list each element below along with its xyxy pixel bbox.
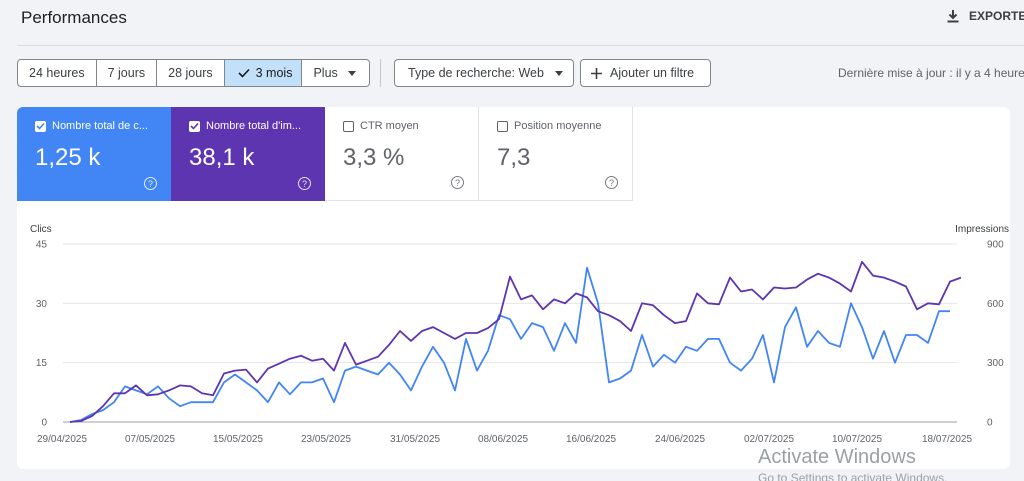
export-button[interactable]: EXPORTER [946,9,1024,23]
x-tick-label: 18/07/2025 [922,434,972,445]
period-28d[interactable]: 28 jours [157,60,225,86]
x-tick-label: 16/06/2025 [566,434,616,445]
toolbar-separator [380,59,381,87]
caret-down-icon [347,70,356,76]
activation-watermark-title: Activate Windows [758,446,916,468]
x-tick-label: 08/06/2025 [478,434,528,445]
metric-label: CTR moyen [360,120,419,132]
metric-label: Nombre total de c... [52,120,148,132]
series-line-impressions [69,260,962,423]
help-icon[interactable]: ? [605,176,618,189]
y-left-tick-label: 30 [36,299,48,310]
help-icon[interactable]: ? [451,176,464,189]
metric-label: Position moyenne [514,120,602,132]
metric-ctr[interactable]: CTR moyen 3,3 % ? [325,107,479,201]
x-tick-label: 23/05/2025 [301,434,351,445]
activation-watermark-subtitle: Go to Settings to activate Windows. [758,471,948,481]
y-left-tick-label: 0 [41,418,47,429]
check-icon [238,68,250,78]
x-tick-label: 07/05/2025 [125,434,175,445]
x-tick-label: 02/07/2025 [744,434,794,445]
y-right-tick-label: 600 [987,299,1004,310]
series-line-clics [69,266,950,423]
y-right-tick-label: 0 [987,418,993,429]
period-7d[interactable]: 7 jours [97,60,158,86]
header-divider [17,45,1024,46]
last-update-text: Dernière mise à jour : il y a 4 heures [838,66,1024,80]
plus-icon [591,67,602,79]
search-type-dropdown[interactable]: Type de recherche: Web [394,59,574,87]
period-selector: 24 heures 7 jours 28 jours 3 mois Plus [17,59,370,87]
metric-value: 1,25 k [35,144,101,171]
y-right-tick-label: 300 [987,358,1004,369]
caret-down-icon [555,70,563,76]
download-icon [947,10,959,23]
x-tick-label: 10/07/2025 [832,434,882,445]
performance-chart[interactable]: Clics Impressions 0 15 30 45 0 300 600 900 29/04/2… [17,201,1010,469]
help-icon[interactable]: ? [298,177,311,190]
metric-value: 7,3 [497,144,531,171]
top-bar: Performances EXPORTER [0,0,1024,40]
y-left-axis-title: Clics [30,224,52,235]
performance-card: Nombre total de c... 1,25 k ? Nombre tot… [17,107,1010,469]
add-filter-button[interactable]: Ajouter un filtre [580,59,711,87]
x-tick-label: 24/06/2025 [655,434,705,445]
checkbox-unchecked-icon[interactable] [343,120,354,132]
y-right-axis-title: Impressions [955,224,1009,235]
metric-label: Nombre total d'im... [206,120,302,132]
period-more-dropdown[interactable]: Plus [302,60,368,86]
export-label: EXPORTER [969,9,1024,23]
y-right-tick-label: 900 [987,240,1004,251]
x-tick-label: 15/05/2025 [213,434,263,445]
page-title: Performances [21,8,127,27]
period-3m[interactable]: 3 mois [224,60,303,86]
metric-value: 3,3 % [343,144,405,171]
y-left-tick-label: 45 [36,240,48,251]
metric-impressions[interactable]: Nombre total d'im... 38,1 k ? [171,107,325,201]
period-24h[interactable]: 24 heures [18,60,97,86]
checkbox-checked-icon[interactable] [189,120,200,132]
checkbox-unchecked-icon[interactable] [497,120,508,132]
metric-value: 38,1 k [189,144,255,171]
help-icon[interactable]: ? [144,177,157,190]
x-tick-label: 29/04/2025 [37,434,87,445]
y-left-tick-label: 15 [36,358,48,369]
x-tick-label: 31/05/2025 [390,434,440,445]
checkbox-checked-icon[interactable] [35,120,46,132]
metric-position[interactable]: Position moyenne 7,3 ? [479,107,633,201]
metric-clicks[interactable]: Nombre total de c... 1,25 k ? [17,107,171,201]
